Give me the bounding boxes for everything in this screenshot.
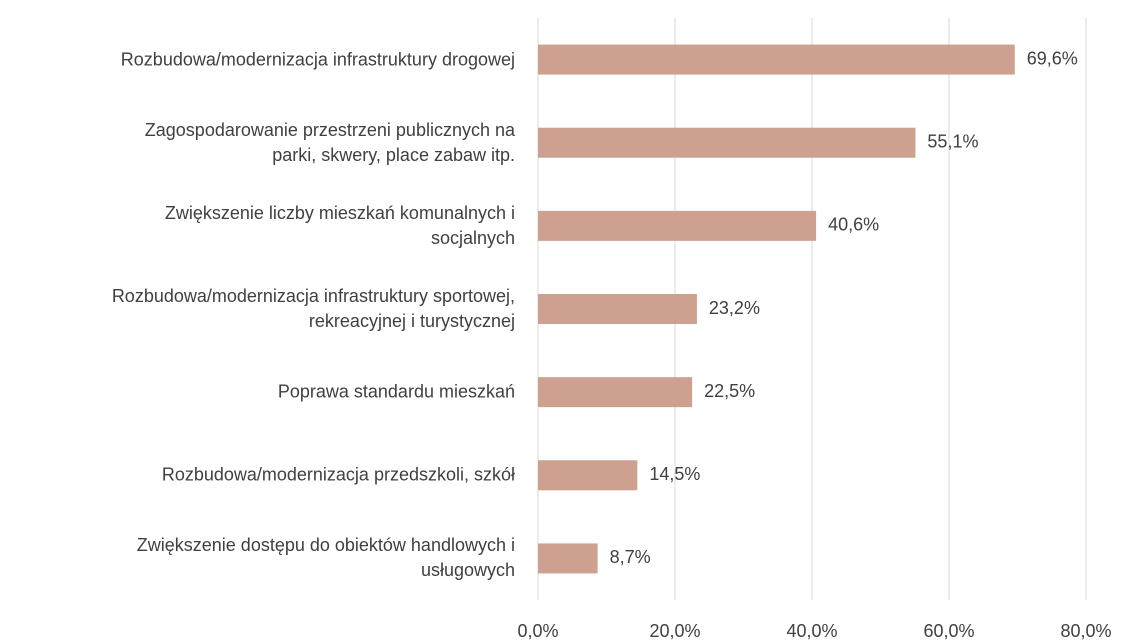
category-label: Rozbudowa/modernizacja infrastruktury sp… xyxy=(111,286,515,331)
bar xyxy=(538,294,697,324)
x-tick-label: 80,0% xyxy=(1060,621,1111,641)
data-label: 55,1% xyxy=(927,131,978,151)
category-label: Zwiększenie liczby mieszkań komunalnych … xyxy=(164,202,515,248)
category-label: Rozbudowa/modernizacja przedszkoli, szkó… xyxy=(161,464,515,485)
category-label: Zwiększenie dostępu do obiektów handlowy… xyxy=(136,535,515,581)
x-tick-label: 60,0% xyxy=(923,621,974,641)
bar xyxy=(538,543,598,574)
bar xyxy=(538,44,1015,75)
bar xyxy=(538,377,693,408)
data-label: 14,5% xyxy=(649,464,700,484)
category-label: Zagospodarowanie przestrzeni publicznych… xyxy=(144,119,515,165)
x-tick-label: 20,0% xyxy=(649,621,700,641)
x-tick-label: 0,0% xyxy=(517,621,558,641)
category-label: Rozbudowa/modernizacja infrastruktury dr… xyxy=(120,49,515,70)
bar xyxy=(538,210,817,241)
data-label: 69,6% xyxy=(1027,48,1078,68)
x-tick-label: 40,0% xyxy=(786,621,837,641)
category-label: Poprawa standardu mieszkań xyxy=(277,381,515,402)
bar xyxy=(538,460,638,491)
data-label: 8,7% xyxy=(610,547,651,567)
data-label: 40,6% xyxy=(828,215,879,235)
bar xyxy=(538,127,916,158)
data-label: 22,5% xyxy=(704,381,755,401)
data-label: 23,2% xyxy=(709,298,760,318)
